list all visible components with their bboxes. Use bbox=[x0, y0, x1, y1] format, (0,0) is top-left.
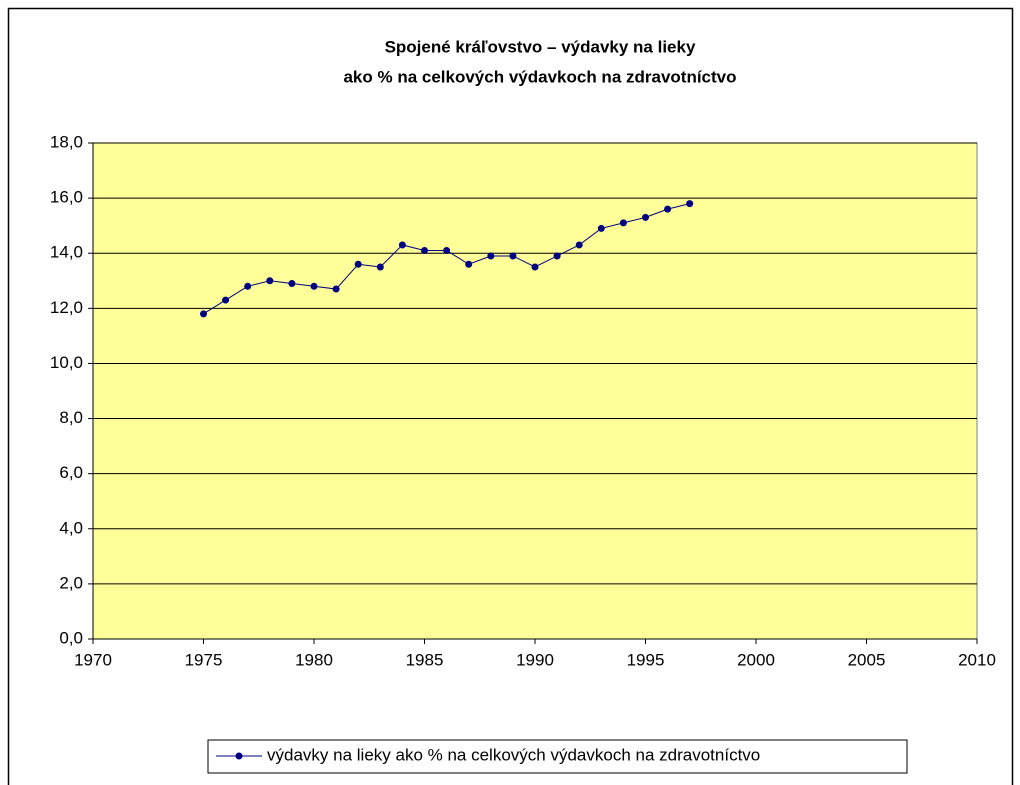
y-tick-label: 0,0 bbox=[59, 628, 83, 647]
y-tick-label: 18,0 bbox=[50, 132, 83, 151]
data-point bbox=[376, 263, 384, 271]
y-tick-label: 4,0 bbox=[59, 518, 83, 537]
y-tick-label: 16,0 bbox=[50, 188, 83, 207]
legend-box bbox=[207, 739, 908, 774]
data-point bbox=[443, 246, 451, 254]
data-point bbox=[266, 277, 274, 285]
plot-area bbox=[92, 142, 978, 640]
x-tick-label: 1990 bbox=[516, 650, 554, 669]
data-point bbox=[398, 241, 406, 249]
y-tick-label: 10,0 bbox=[50, 353, 83, 372]
data-point bbox=[575, 241, 583, 249]
x-tick-label: 1975 bbox=[185, 650, 223, 669]
data-point bbox=[310, 282, 318, 290]
x-tick-label: 1970 bbox=[74, 650, 112, 669]
data-point bbox=[531, 263, 539, 271]
data-point bbox=[487, 252, 495, 260]
data-point bbox=[465, 260, 473, 268]
legend-marker bbox=[235, 752, 243, 760]
data-point bbox=[244, 282, 252, 290]
x-tick-label: 1985 bbox=[406, 650, 444, 669]
data-point bbox=[332, 285, 340, 293]
data-point bbox=[664, 205, 672, 213]
chart-title: ako % na celkových výdavkoch na zdravotn… bbox=[343, 67, 736, 86]
y-tick-label: 12,0 bbox=[50, 298, 83, 317]
y-tick-label: 14,0 bbox=[50, 243, 83, 262]
data-point bbox=[686, 200, 694, 208]
x-tick-label: 2005 bbox=[848, 650, 886, 669]
x-tick-label: 2010 bbox=[958, 650, 996, 669]
y-tick-label: 6,0 bbox=[59, 463, 83, 482]
x-tick-label: 1995 bbox=[627, 650, 665, 669]
x-tick-label: 2000 bbox=[737, 650, 775, 669]
data-point bbox=[222, 296, 230, 304]
data-point bbox=[354, 260, 362, 268]
data-point bbox=[597, 224, 605, 232]
data-point bbox=[200, 310, 207, 318]
data-point bbox=[642, 213, 649, 221]
y-tick-label: 8,0 bbox=[59, 408, 83, 427]
data-point bbox=[619, 219, 627, 227]
x-tick-label: 1980 bbox=[295, 650, 333, 669]
data-point bbox=[288, 280, 296, 288]
legend-label: výdavky na lieky ako % na celkových výda… bbox=[267, 745, 760, 764]
data-point bbox=[553, 252, 561, 260]
y-tick-label: 2,0 bbox=[59, 573, 83, 592]
chart-frame bbox=[7, 7, 1014, 785]
data-point bbox=[509, 252, 517, 260]
data-point bbox=[421, 246, 428, 254]
chart-title: Spojené kráľovstvo – výdavky na lieky bbox=[385, 37, 696, 56]
